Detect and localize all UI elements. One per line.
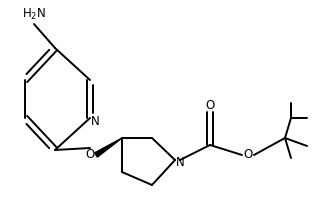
- Text: N: N: [176, 155, 184, 168]
- Text: O: O: [86, 148, 95, 162]
- Text: H$_2$N: H$_2$N: [22, 7, 46, 22]
- Text: N: N: [91, 114, 100, 128]
- Polygon shape: [95, 138, 122, 157]
- Text: O: O: [205, 98, 215, 111]
- Text: O: O: [243, 148, 253, 162]
